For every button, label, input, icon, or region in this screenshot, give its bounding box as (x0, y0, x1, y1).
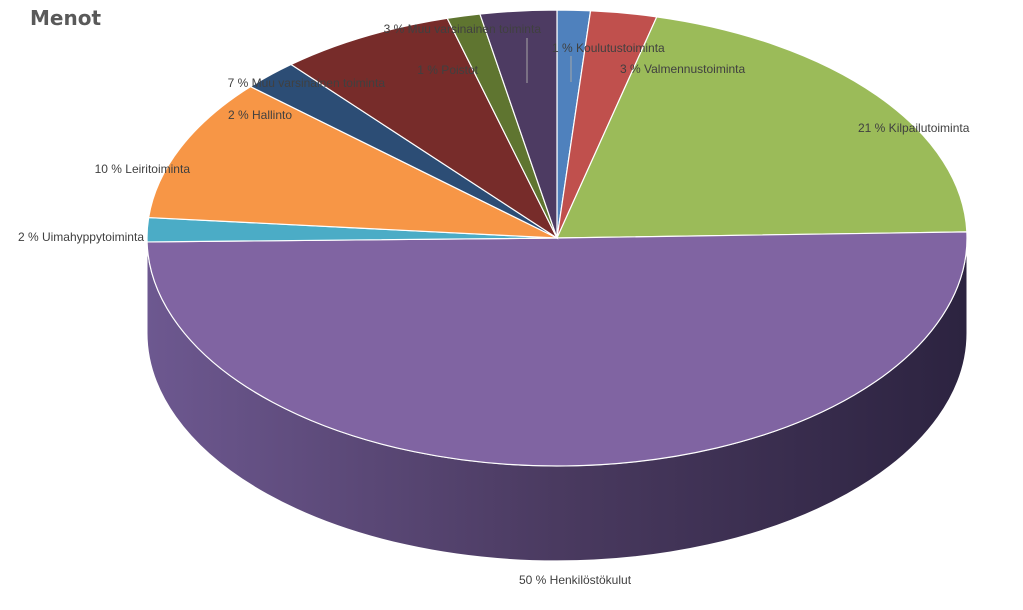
slice-label-7: 7 % Muu varsinainen toiminta (228, 76, 386, 90)
pie-slice-7 (289, 17, 559, 240)
slice-label-0: 1 % Koulutustoiminta (552, 41, 665, 55)
pie-slice-3 (146, 231, 968, 467)
slice-label-4: 2 % Uimahyppytoiminta (18, 230, 144, 244)
pie-slice-2 (556, 16, 968, 239)
slice-label-9: 3 % Muu varsinainen toiminta (384, 22, 542, 36)
pie-slice-9 (479, 9, 558, 239)
slice-label-5: 10 % Leiritoiminta (95, 162, 191, 176)
slice-label-2: 21 % Kilpailutoiminta (858, 121, 970, 135)
slice-label-1: 3 % Valmennustoiminta (620, 62, 746, 76)
slice-label-6: 2 % Hallinto (228, 108, 292, 122)
pie-slice-5 (147, 85, 558, 239)
slice-label-3: 50 % Henkilöstökulut (519, 573, 632, 587)
chart-title: Menot (30, 6, 102, 30)
slice-label-8: 1 % Poistot (417, 63, 478, 77)
